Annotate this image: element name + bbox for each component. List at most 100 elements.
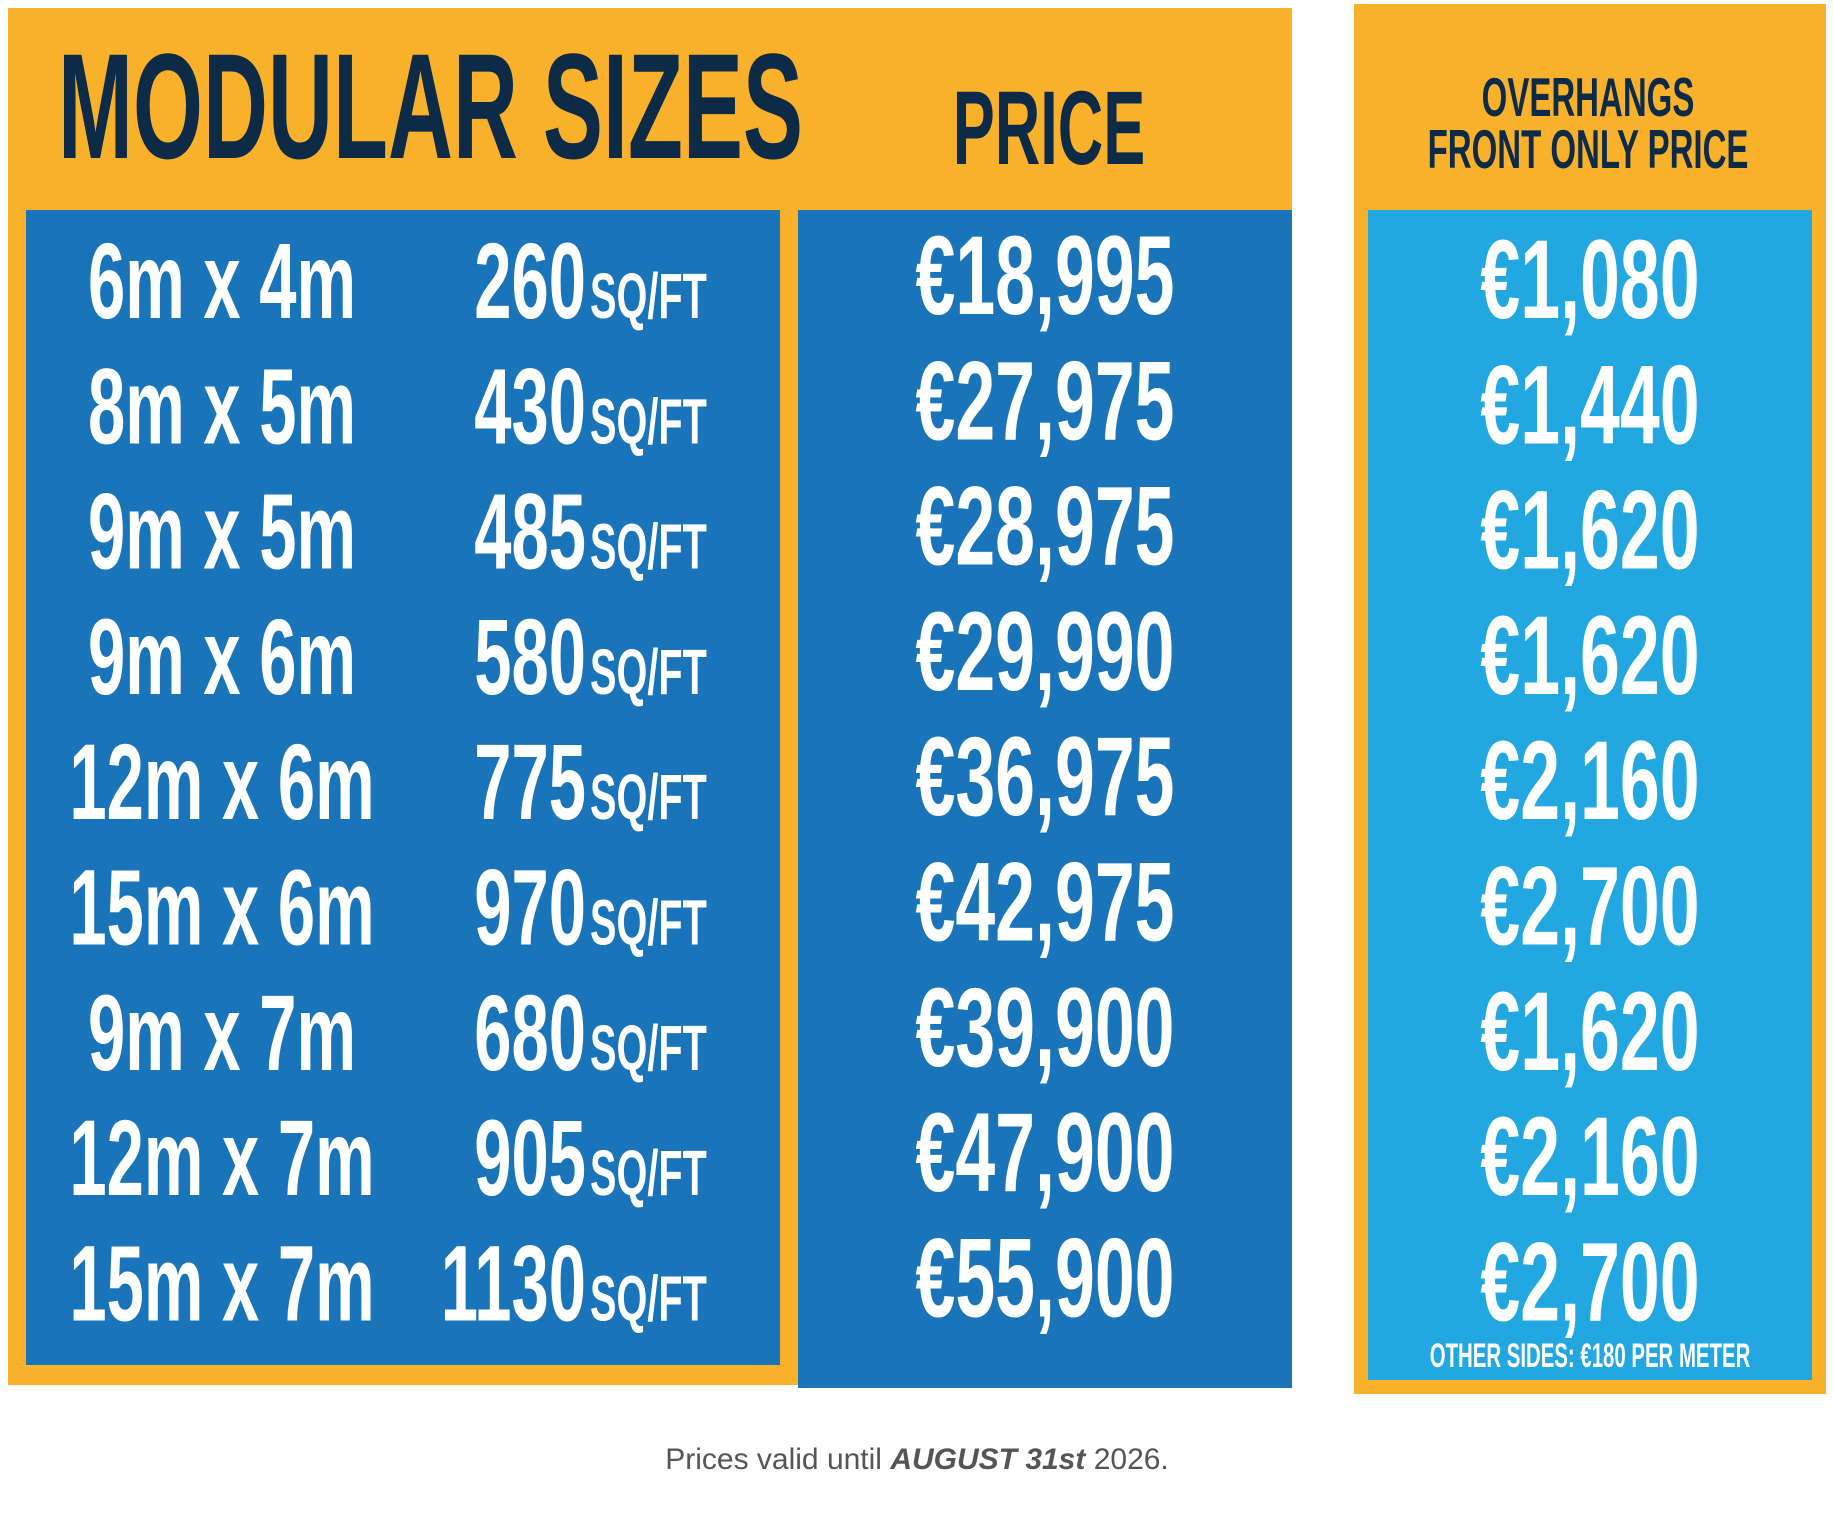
overhang: €2,700: [1480, 843, 1699, 968]
price-group: €39,900: [915, 965, 1174, 1090]
area: 260: [474, 222, 586, 342]
price: €18,995: [915, 213, 1174, 338]
overhang-group: €2,700: [1480, 1219, 1699, 1344]
unit-group: SQ/FT: [590, 763, 707, 834]
overhang-group: €2,160: [1480, 718, 1699, 843]
size-group: 15m x 6m: [69, 848, 374, 968]
unit-group: SQ/FT: [590, 888, 707, 959]
area: 970: [474, 848, 586, 968]
unit-group: SQ/FT: [590, 637, 707, 708]
size: 9m x 5m: [88, 472, 356, 592]
unit-group: SQ/FT: [590, 1139, 707, 1210]
price-header-group: PRICE: [953, 71, 1146, 187]
unit-group: SQ/FT: [590, 262, 707, 333]
overhang-header-group: OVERHANGS: [1482, 66, 1695, 128]
title: MODULAR SIZES: [58, 23, 803, 190]
unit: SQ/FT: [590, 387, 707, 458]
area: 905: [474, 1099, 586, 1219]
size-group: 9m x 7m: [88, 974, 356, 1094]
overhang: €1,620: [1480, 969, 1699, 1094]
size-group: 8m x 5m: [88, 347, 356, 467]
size-group: 15m x 7m: [69, 1224, 374, 1344]
price-group: €27,975: [915, 338, 1174, 463]
area: 680: [474, 974, 586, 1094]
overhang-group: €2,700: [1480, 843, 1699, 968]
overhang: €1,440: [1480, 342, 1699, 467]
unit: SQ/FT: [590, 637, 707, 708]
price: €28,975: [915, 463, 1174, 588]
size-group: 9m x 5m: [88, 472, 356, 592]
price-group: €36,975: [915, 714, 1174, 839]
overhang: €2,700: [1480, 1219, 1699, 1344]
overhang: €1,620: [1480, 593, 1699, 718]
price-group: €42,975: [915, 839, 1174, 964]
area-group: 430: [474, 347, 586, 467]
note: OTHER SIDES: €180 PER METER: [1430, 1337, 1751, 1375]
unit-group: SQ/FT: [590, 387, 707, 458]
overhang: €2,160: [1480, 718, 1699, 843]
overhang: €1,620: [1480, 467, 1699, 592]
unit: SQ/FT: [590, 262, 707, 333]
overhang-header-group: FRONT ONLY PRICE: [1428, 118, 1749, 180]
area: 580: [474, 598, 586, 718]
size: 9m x 7m: [88, 974, 356, 1094]
size: 15m x 7m: [69, 1224, 374, 1344]
area: 1130: [441, 1224, 586, 1344]
unit: SQ/FT: [590, 1264, 707, 1335]
price: €29,990: [915, 589, 1174, 714]
area: 485: [474, 472, 586, 592]
overhang-box: [1368, 210, 1812, 1380]
size: 12m x 7m: [69, 1099, 374, 1219]
overhang-group: €1,080: [1480, 217, 1699, 342]
overhang: €2,160: [1480, 1094, 1699, 1219]
sizes-box: [26, 210, 780, 1365]
price: €42,975: [915, 839, 1174, 964]
overhang-group: €1,620: [1480, 467, 1699, 592]
overhang-group: €1,620: [1480, 593, 1699, 718]
size: 15m x 6m: [69, 848, 374, 968]
footer-text: Prices valid until: [665, 1443, 890, 1476]
unit-group: SQ/FT: [590, 512, 707, 583]
unit-group: SQ/FT: [590, 1264, 707, 1335]
unit: SQ/FT: [590, 763, 707, 834]
unit: SQ/FT: [590, 512, 707, 583]
size-group: 12m x 7m: [69, 1099, 374, 1219]
overhang-group: €1,620: [1480, 969, 1699, 1094]
size: 6m x 4m: [88, 222, 356, 342]
area-group: 680: [474, 974, 586, 1094]
note-group: OTHER SIDES: €180 PER METER: [1430, 1337, 1751, 1375]
price: €47,900: [915, 1090, 1174, 1215]
unit: SQ/FT: [590, 1139, 707, 1210]
unit: SQ/FT: [590, 888, 707, 959]
overhang-header: FRONT ONLY PRICE: [1428, 118, 1749, 180]
price-header: PRICE: [953, 71, 1146, 187]
area: 775: [474, 723, 586, 843]
price-group: €18,995: [915, 213, 1174, 338]
footer-date: AUGUST 31st: [889, 1443, 1087, 1476]
area-group: 905: [474, 1099, 586, 1219]
area-group: 580: [474, 598, 586, 718]
unit: SQ/FT: [590, 1013, 707, 1084]
size: 8m x 5m: [88, 347, 356, 467]
area-group: 775: [474, 723, 586, 843]
area: 430: [474, 347, 586, 467]
price-group: €29,990: [915, 589, 1174, 714]
overhang-header: OVERHANGS: [1482, 66, 1695, 128]
area-group: 970: [474, 848, 586, 968]
overhang: €1,080: [1480, 217, 1699, 342]
price: €36,975: [915, 714, 1174, 839]
price-group: €55,900: [915, 1215, 1174, 1340]
footer-text: 2026.: [1085, 1443, 1168, 1476]
footer: Prices valid until AUGUST 31st 2026.: [665, 1443, 1169, 1476]
price-group: €47,900: [915, 1090, 1174, 1215]
unit-group: SQ/FT: [590, 1013, 707, 1084]
title-group: MODULAR SIZES: [58, 23, 803, 190]
size-group: 6m x 4m: [88, 222, 356, 342]
area-group: 1130: [441, 1224, 586, 1344]
price-group: €28,975: [915, 463, 1174, 588]
size: 12m x 6m: [69, 723, 374, 843]
size-group: 12m x 6m: [69, 723, 374, 843]
price: €55,900: [915, 1215, 1174, 1340]
area-group: 260: [474, 222, 586, 342]
